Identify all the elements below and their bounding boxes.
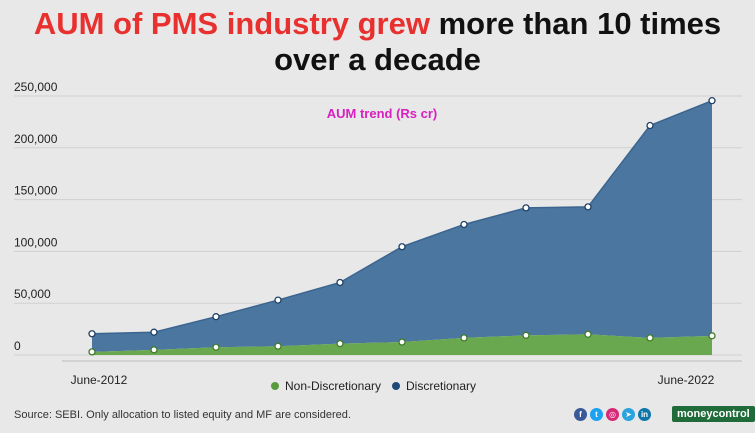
telegram-icon[interactable]: ➤ [622, 408, 635, 421]
data-point-discretionary [274, 296, 282, 304]
y-tick-label: 50,000 [14, 287, 51, 301]
data-point-discretionary [212, 313, 220, 321]
chart-subtitle: AUM trend (Rs cr) [327, 106, 438, 121]
data-point-non-discretionary [336, 339, 344, 348]
data-point-non-discretionary [150, 346, 158, 354]
data-point-non-discretionary [460, 334, 468, 342]
data-point-non-discretionary [274, 342, 282, 350]
y-tick-label: 100,000 [14, 235, 58, 249]
data-point-discretionary [88, 330, 96, 338]
data-point-non-discretionary [708, 332, 716, 340]
y-tick-label: 0 [14, 339, 21, 353]
y-tick-label: 150,000 [14, 184, 58, 198]
data-point-non-discretionary [398, 338, 406, 346]
x-tick-label: June-2012 [71, 373, 128, 387]
title-line-2: over a decade [274, 42, 481, 77]
facebook-icon[interactable]: f [574, 408, 587, 421]
data-point-non-discretionary [212, 343, 220, 351]
data-point-non-discretionary [646, 334, 654, 342]
data-point-non-discretionary [522, 331, 530, 339]
y-tick-label: 200,000 [14, 132, 58, 146]
chart-title: AUM of PMS industry grew more than 10 ti… [0, 6, 755, 78]
y-tick-label: 250,000 [14, 80, 58, 94]
linkedin-icon[interactable]: in [638, 408, 651, 421]
title-highlight: AUM of PMS industry grew [33, 6, 430, 41]
legend-discretionary-label: Discretionary [406, 379, 476, 393]
legend-non-discretionary-label: Non-Discretionary [285, 379, 381, 393]
instagram-icon[interactable]: ◎ [606, 408, 619, 421]
title-rest: more than 10 times [438, 6, 722, 41]
data-point-discretionary [522, 204, 530, 212]
data-point-discretionary [150, 328, 158, 336]
x-tick-label: June-2022 [658, 373, 715, 387]
legend-non-discretionary-marker [271, 382, 279, 390]
legend-discretionary-marker [392, 382, 400, 390]
data-point-non-discretionary [88, 348, 96, 356]
data-point-discretionary [584, 203, 592, 211]
brand-logo: moneycontrol [672, 406, 755, 422]
data-point-discretionary [336, 278, 344, 287]
series-area-discretionary [92, 100, 712, 352]
title-line-1: AUM of PMS industry grew more than 10 ti… [0, 6, 755, 42]
source-note: Source: SEBI. Only allocation to listed … [14, 409, 351, 421]
data-point-discretionary [460, 220, 468, 229]
data-point-discretionary [398, 243, 406, 251]
data-point-discretionary [646, 121, 654, 130]
data-point-discretionary [708, 97, 716, 105]
social-icons: f t ◎ ➤ in [574, 408, 651, 421]
data-point-non-discretionary [584, 330, 592, 338]
twitter-icon[interactable]: t [590, 408, 603, 421]
